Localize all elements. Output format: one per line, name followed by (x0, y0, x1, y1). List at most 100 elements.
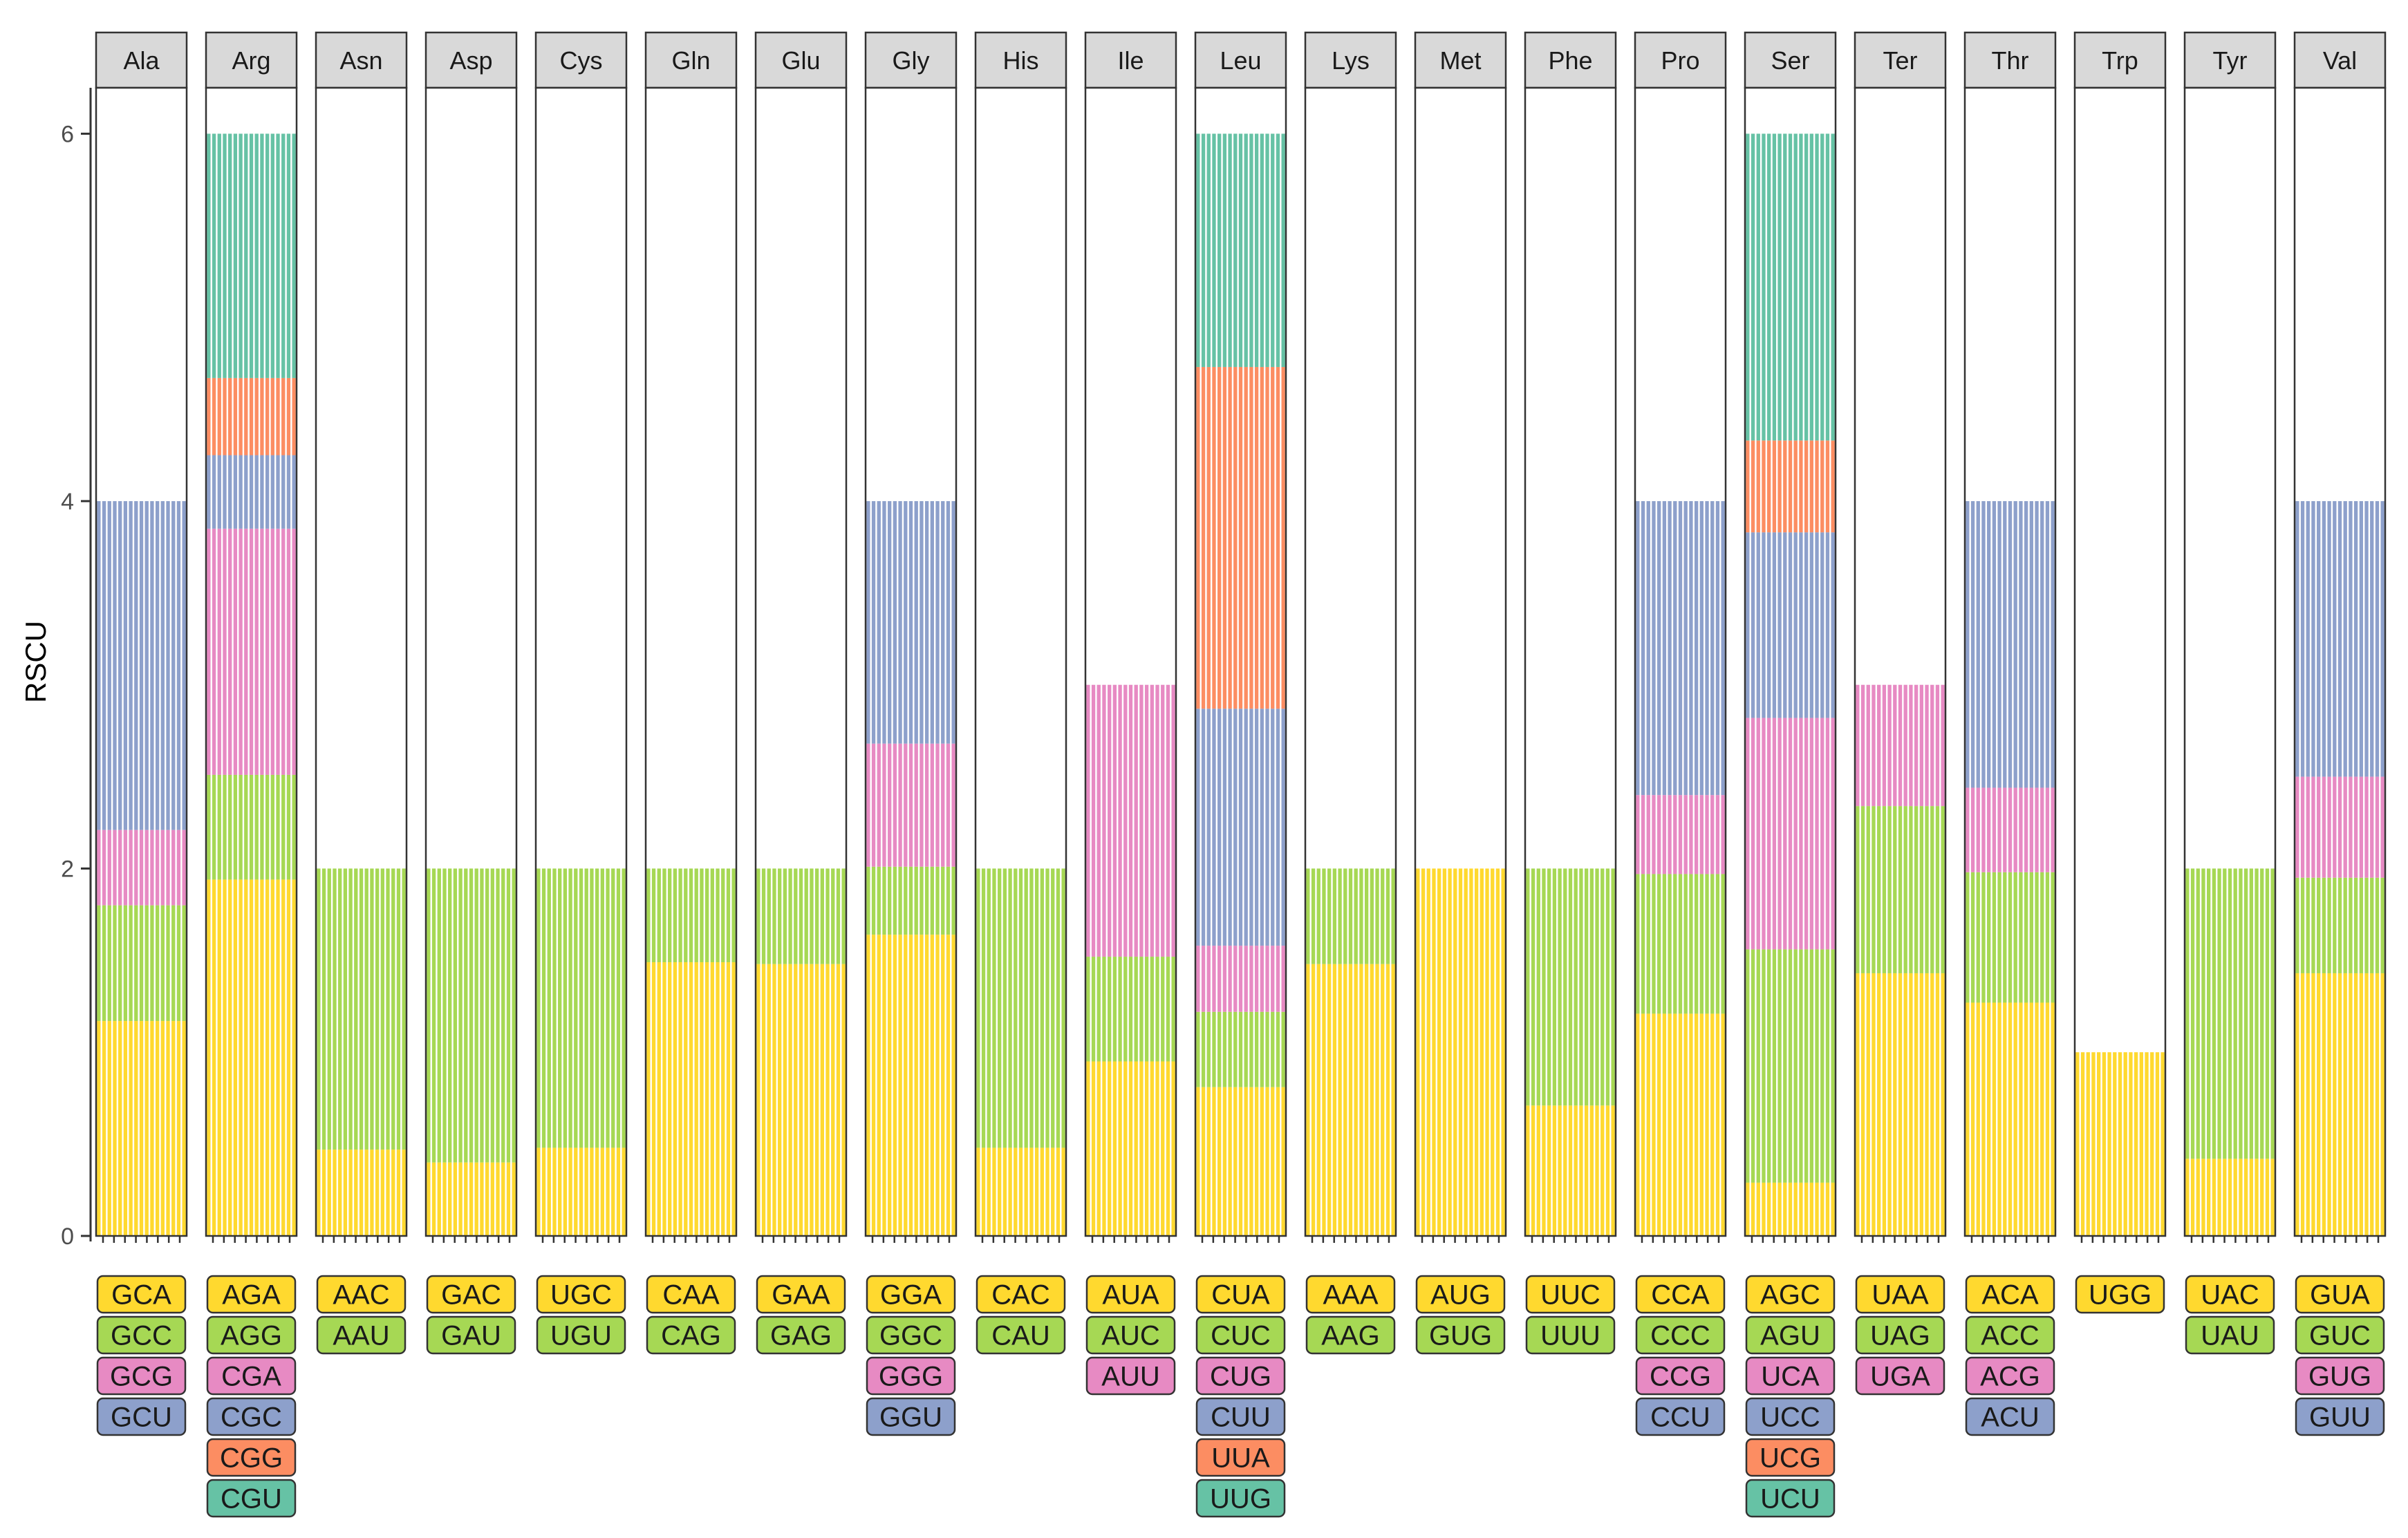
bar-stripe (1108, 685, 1111, 957)
bar-stripe (898, 935, 902, 1236)
bar-segment-uuc (1526, 1105, 1615, 1236)
bar-stripe (877, 867, 881, 935)
bar-stripe (1757, 949, 1760, 1183)
bar-stripe (1826, 718, 1829, 950)
bar-stripe (1987, 1002, 1990, 1236)
bar-stripe (2244, 868, 2248, 1159)
bar-stripe (935, 744, 939, 867)
bar-stripe (491, 868, 494, 1162)
bar-stripe (2217, 1159, 2221, 1236)
codon-legend: GCAGCCGCGGCUAGAAGGCGACGCCGGCGUAACAAUGACG… (97, 1276, 2384, 1517)
bar-stripe (1249, 1087, 1253, 1236)
bar-stripe (134, 1021, 138, 1236)
bar-stripe (1464, 868, 1468, 1236)
bar-stripe (1271, 946, 1274, 1012)
codon-label-uua: UUA (1211, 1443, 1270, 1474)
bar-segment-auc (1086, 957, 1175, 1061)
bar-stripe (1689, 1013, 1692, 1236)
bar-stripe (1600, 868, 1604, 1105)
bar-stripe (2030, 1002, 2033, 1236)
bar-stripe (1491, 868, 1494, 1236)
bar-stripe (2040, 872, 2044, 1003)
bar-stripe (2228, 868, 2232, 1159)
bar-stripe (375, 868, 379, 1150)
bar-stripe (976, 868, 980, 1147)
bar-stripe (595, 868, 599, 1147)
bar-stripe (1365, 868, 1368, 964)
bar-stripe (1501, 868, 1504, 1236)
panel-val: Val (2295, 32, 2385, 1243)
bar-stripe (228, 133, 232, 377)
bar-segment-uac (2185, 1159, 2275, 1236)
strip-label: Leu (1220, 46, 1261, 75)
bar-stripe (1276, 1012, 1280, 1087)
bar-stripe (2327, 777, 2331, 878)
bar-stripe (1777, 133, 1781, 440)
bar-stripe (772, 868, 776, 964)
bar-stripe (1239, 946, 1242, 1012)
bar-stripe (877, 935, 881, 1236)
codon-label-cuc: CUC (1211, 1321, 1271, 1351)
bar-stripe (1966, 501, 1969, 788)
bar-stripe (622, 868, 625, 1147)
bar-stripe (1831, 949, 1834, 1183)
bar-stripe (866, 744, 870, 867)
bar-stripe (124, 906, 127, 1021)
bar-stripe (783, 868, 787, 964)
bar-segment-aca (1966, 1002, 2055, 1236)
bar-stripe (1920, 806, 1923, 973)
bar-stripe (1856, 973, 1859, 1236)
bar-stripe (2344, 501, 2347, 777)
bar-stripe (1777, 718, 1781, 950)
bar-stripe (1987, 788, 1990, 872)
strip-label: Asp (449, 46, 492, 75)
bar-stripe (1255, 1012, 1258, 1087)
bar-stripe (140, 830, 143, 906)
bar-stripe (161, 1021, 165, 1236)
strip-label: Ala (123, 46, 160, 75)
bar-stripe (1804, 133, 1808, 440)
bar-stripe (1716, 501, 1719, 795)
bar-stripe (1767, 133, 1771, 440)
bar-stripe (1421, 868, 1425, 1236)
bar-stripe (265, 378, 269, 456)
bar-stripe (1244, 367, 1248, 709)
bar-stripe (1086, 957, 1090, 1061)
panel-gly: Gly (866, 32, 956, 1243)
bar-stripe (2008, 501, 2012, 788)
bar-stripe (171, 1021, 175, 1236)
bar-stripe (1553, 868, 1556, 1105)
bar-stripe (212, 879, 216, 1236)
bar-stripe (2051, 1002, 2054, 1236)
bar-stripe (2019, 788, 2022, 872)
bar-stripe (1941, 685, 1944, 806)
bar-stripe (1281, 133, 1285, 367)
bar-stripe (909, 867, 913, 935)
bar-stripe (1123, 1062, 1127, 1236)
bar-stripe (1777, 949, 1781, 1183)
bar-stripe (2360, 777, 2363, 878)
bar-stripe (1762, 133, 1765, 440)
bar-stripe (271, 456, 274, 529)
bar-stripe (590, 1147, 593, 1236)
bar-stripe (1196, 946, 1200, 1012)
bar-stripe (1217, 709, 1221, 946)
panel-arg: Arg (206, 32, 297, 1243)
bar-stripe (228, 775, 232, 879)
bar-stripe (2301, 973, 2304, 1236)
bar-stripe (931, 935, 934, 1236)
bar-stripe (2270, 868, 2274, 1159)
bar-stripe (1271, 1087, 1274, 1236)
bar-stripe (1794, 1183, 1798, 1236)
bar-stripe (234, 133, 237, 377)
bar-stripe (536, 1147, 540, 1236)
bar-stripe (1129, 685, 1132, 957)
bar-stripe (1359, 964, 1363, 1236)
bar-stripe (1092, 957, 1095, 1061)
bar-stripe (1228, 133, 1231, 367)
bar-stripe (2322, 973, 2326, 1236)
bar-stripe (271, 879, 274, 1236)
bar-stripe (1751, 440, 1755, 532)
bar-stripe (1244, 133, 1248, 367)
bar-stripe (1271, 1012, 1274, 1087)
